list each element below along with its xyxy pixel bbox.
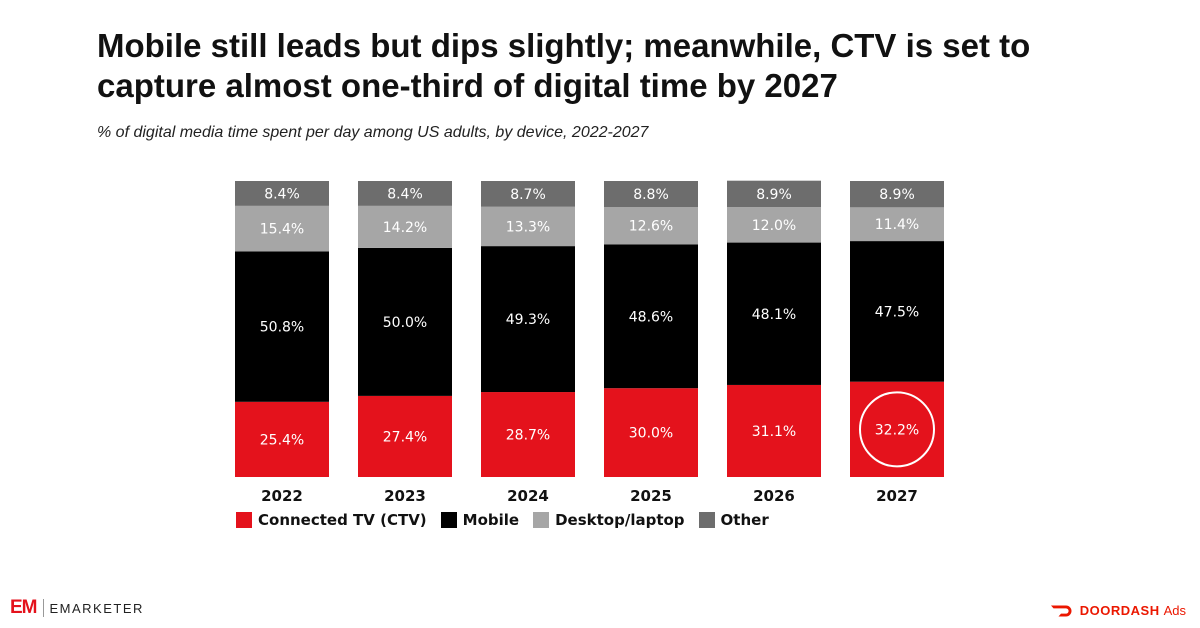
bar-desktop-laptop-2022 — [235, 205, 329, 252]
bar-mobile-2023 — [358, 247, 452, 396]
data-label-connected-tv-ctv-2025: 30.0% — [629, 426, 673, 442]
data-label-desktop-laptop-2024: 13.3% — [506, 219, 550, 235]
legend-swatch-desktop-laptop — [533, 512, 550, 528]
data-label-connected-tv-ctv-2022: 25.4% — [260, 432, 304, 448]
bar-connected-tv-ctv-2025 — [604, 388, 698, 477]
bar-desktop-laptop-2026 — [727, 207, 821, 243]
data-label-desktop-laptop-2027: 11.4% — [875, 217, 919, 233]
data-label-desktop-laptop-2023: 14.2% — [383, 220, 427, 236]
doordash-logo-name: DOORDASH — [1079, 603, 1160, 618]
chart-legend: Connected TV (CTV) Mobile Desktop/laptop Ot… — [236, 511, 769, 529]
x-tick-label-2025: 2025 — [630, 487, 672, 505]
data-label-mobile-2025: 48.6% — [629, 309, 673, 325]
x-tick-label-2026: 2026 — [753, 487, 795, 505]
legend-item-connected-tv-ctv: Connected TV (CTV) — [236, 511, 427, 529]
legend-item-mobile: Mobile — [440, 511, 520, 529]
data-label-connected-tv-ctv-2027: 32.2% — [875, 422, 919, 438]
bar-connected-tv-ctv-2024 — [481, 392, 575, 477]
doordash-logo-suffix: Ads — [1163, 603, 1186, 618]
legend-label-other: Other — [720, 511, 769, 529]
legend-label-desktop-laptop: Desktop/laptop — [555, 511, 685, 529]
legend-label-connected-tv-ctv: Connected TV (CTV) — [258, 511, 427, 529]
bar-desktop-laptop-2027 — [850, 207, 944, 242]
legend-swatch-connected-tv-ctv — [236, 512, 252, 528]
bar-other-2024 — [481, 181, 575, 207]
bar-mobile-2026 — [727, 242, 821, 385]
x-tick-label-2023: 2023 — [384, 487, 426, 505]
data-label-mobile-2026: 48.1% — [752, 307, 796, 323]
data-label-desktop-laptop-2026: 12.0% — [752, 218, 796, 234]
bar-mobile-2022 — [235, 251, 329, 402]
data-label-other-2023: 8.4% — [387, 186, 423, 202]
legend-swatch-mobile — [440, 512, 457, 528]
data-label-other-2027: 8.9% — [879, 187, 915, 203]
bar-mobile-2027 — [850, 241, 944, 382]
data-label-mobile-2022: 50.8% — [260, 320, 304, 336]
emarketer-logo-name: EMARKETER — [49, 600, 144, 616]
data-label-connected-tv-ctv-2023: 27.4% — [383, 429, 427, 445]
data-label-mobile-2024: 49.3% — [506, 312, 550, 328]
doordash-ads-logo: DOORDASH Ads — [1050, 603, 1186, 618]
legend-item-desktop-laptop: Desktop/laptop — [533, 511, 685, 529]
chart-subtitle: % of digital media time spent per day am… — [97, 124, 649, 141]
bar-connected-tv-ctv-2023 — [358, 395, 452, 477]
data-label-connected-tv-ctv-2026: 31.1% — [752, 424, 796, 440]
logo-divider — [42, 599, 44, 617]
bar-other-2027 — [850, 181, 944, 208]
bar-other-2022 — [235, 181, 329, 206]
legend-label-mobile: Mobile — [462, 511, 520, 529]
data-label-other-2024: 8.7% — [510, 187, 546, 203]
bar-other-2023 — [358, 181, 452, 206]
bar-mobile-2025 — [604, 244, 698, 389]
data-label-other-2022: 8.4% — [264, 186, 300, 202]
bar-desktop-laptop-2023 — [358, 205, 452, 248]
legend-swatch-other — [698, 512, 715, 528]
highlight-circle-2027 — [859, 391, 935, 468]
data-label-other-2025: 8.8% — [633, 187, 669, 203]
emarketer-logo: EM EMARKETER — [10, 597, 144, 619]
bar-other-2026 — [727, 180, 821, 208]
doordash-dash-icon — [1050, 604, 1076, 618]
bar-mobile-2024 — [481, 246, 575, 393]
bar-connected-tv-ctv-2026 — [727, 384, 821, 477]
x-tick-label-2027: 2027 — [876, 487, 918, 505]
bar-connected-tv-ctv-2022 — [235, 401, 329, 477]
data-label-mobile-2027: 47.5% — [875, 304, 919, 320]
x-tick-label-2022: 2022 — [261, 487, 303, 505]
data-label-mobile-2023: 50.0% — [383, 315, 427, 331]
data-label-desktop-laptop-2025: 12.6% — [629, 219, 673, 235]
data-label-desktop-laptop-2022: 15.4% — [260, 222, 304, 238]
bar-other-2025 — [604, 181, 698, 208]
bar-desktop-laptop-2024 — [481, 206, 575, 247]
data-label-connected-tv-ctv-2024: 28.7% — [506, 428, 550, 444]
emarketer-logo-mark: EM — [10, 597, 37, 618]
bar-connected-tv-ctv-2027 — [850, 381, 944, 477]
page-title: Mobile still leads but dips slightly; me… — [97, 27, 1031, 104]
legend-item-other: Other — [698, 511, 769, 529]
bar-desktop-laptop-2025 — [604, 207, 698, 245]
x-tick-label-2024: 2024 — [507, 487, 549, 505]
data-label-other-2026: 8.9% — [756, 187, 792, 203]
